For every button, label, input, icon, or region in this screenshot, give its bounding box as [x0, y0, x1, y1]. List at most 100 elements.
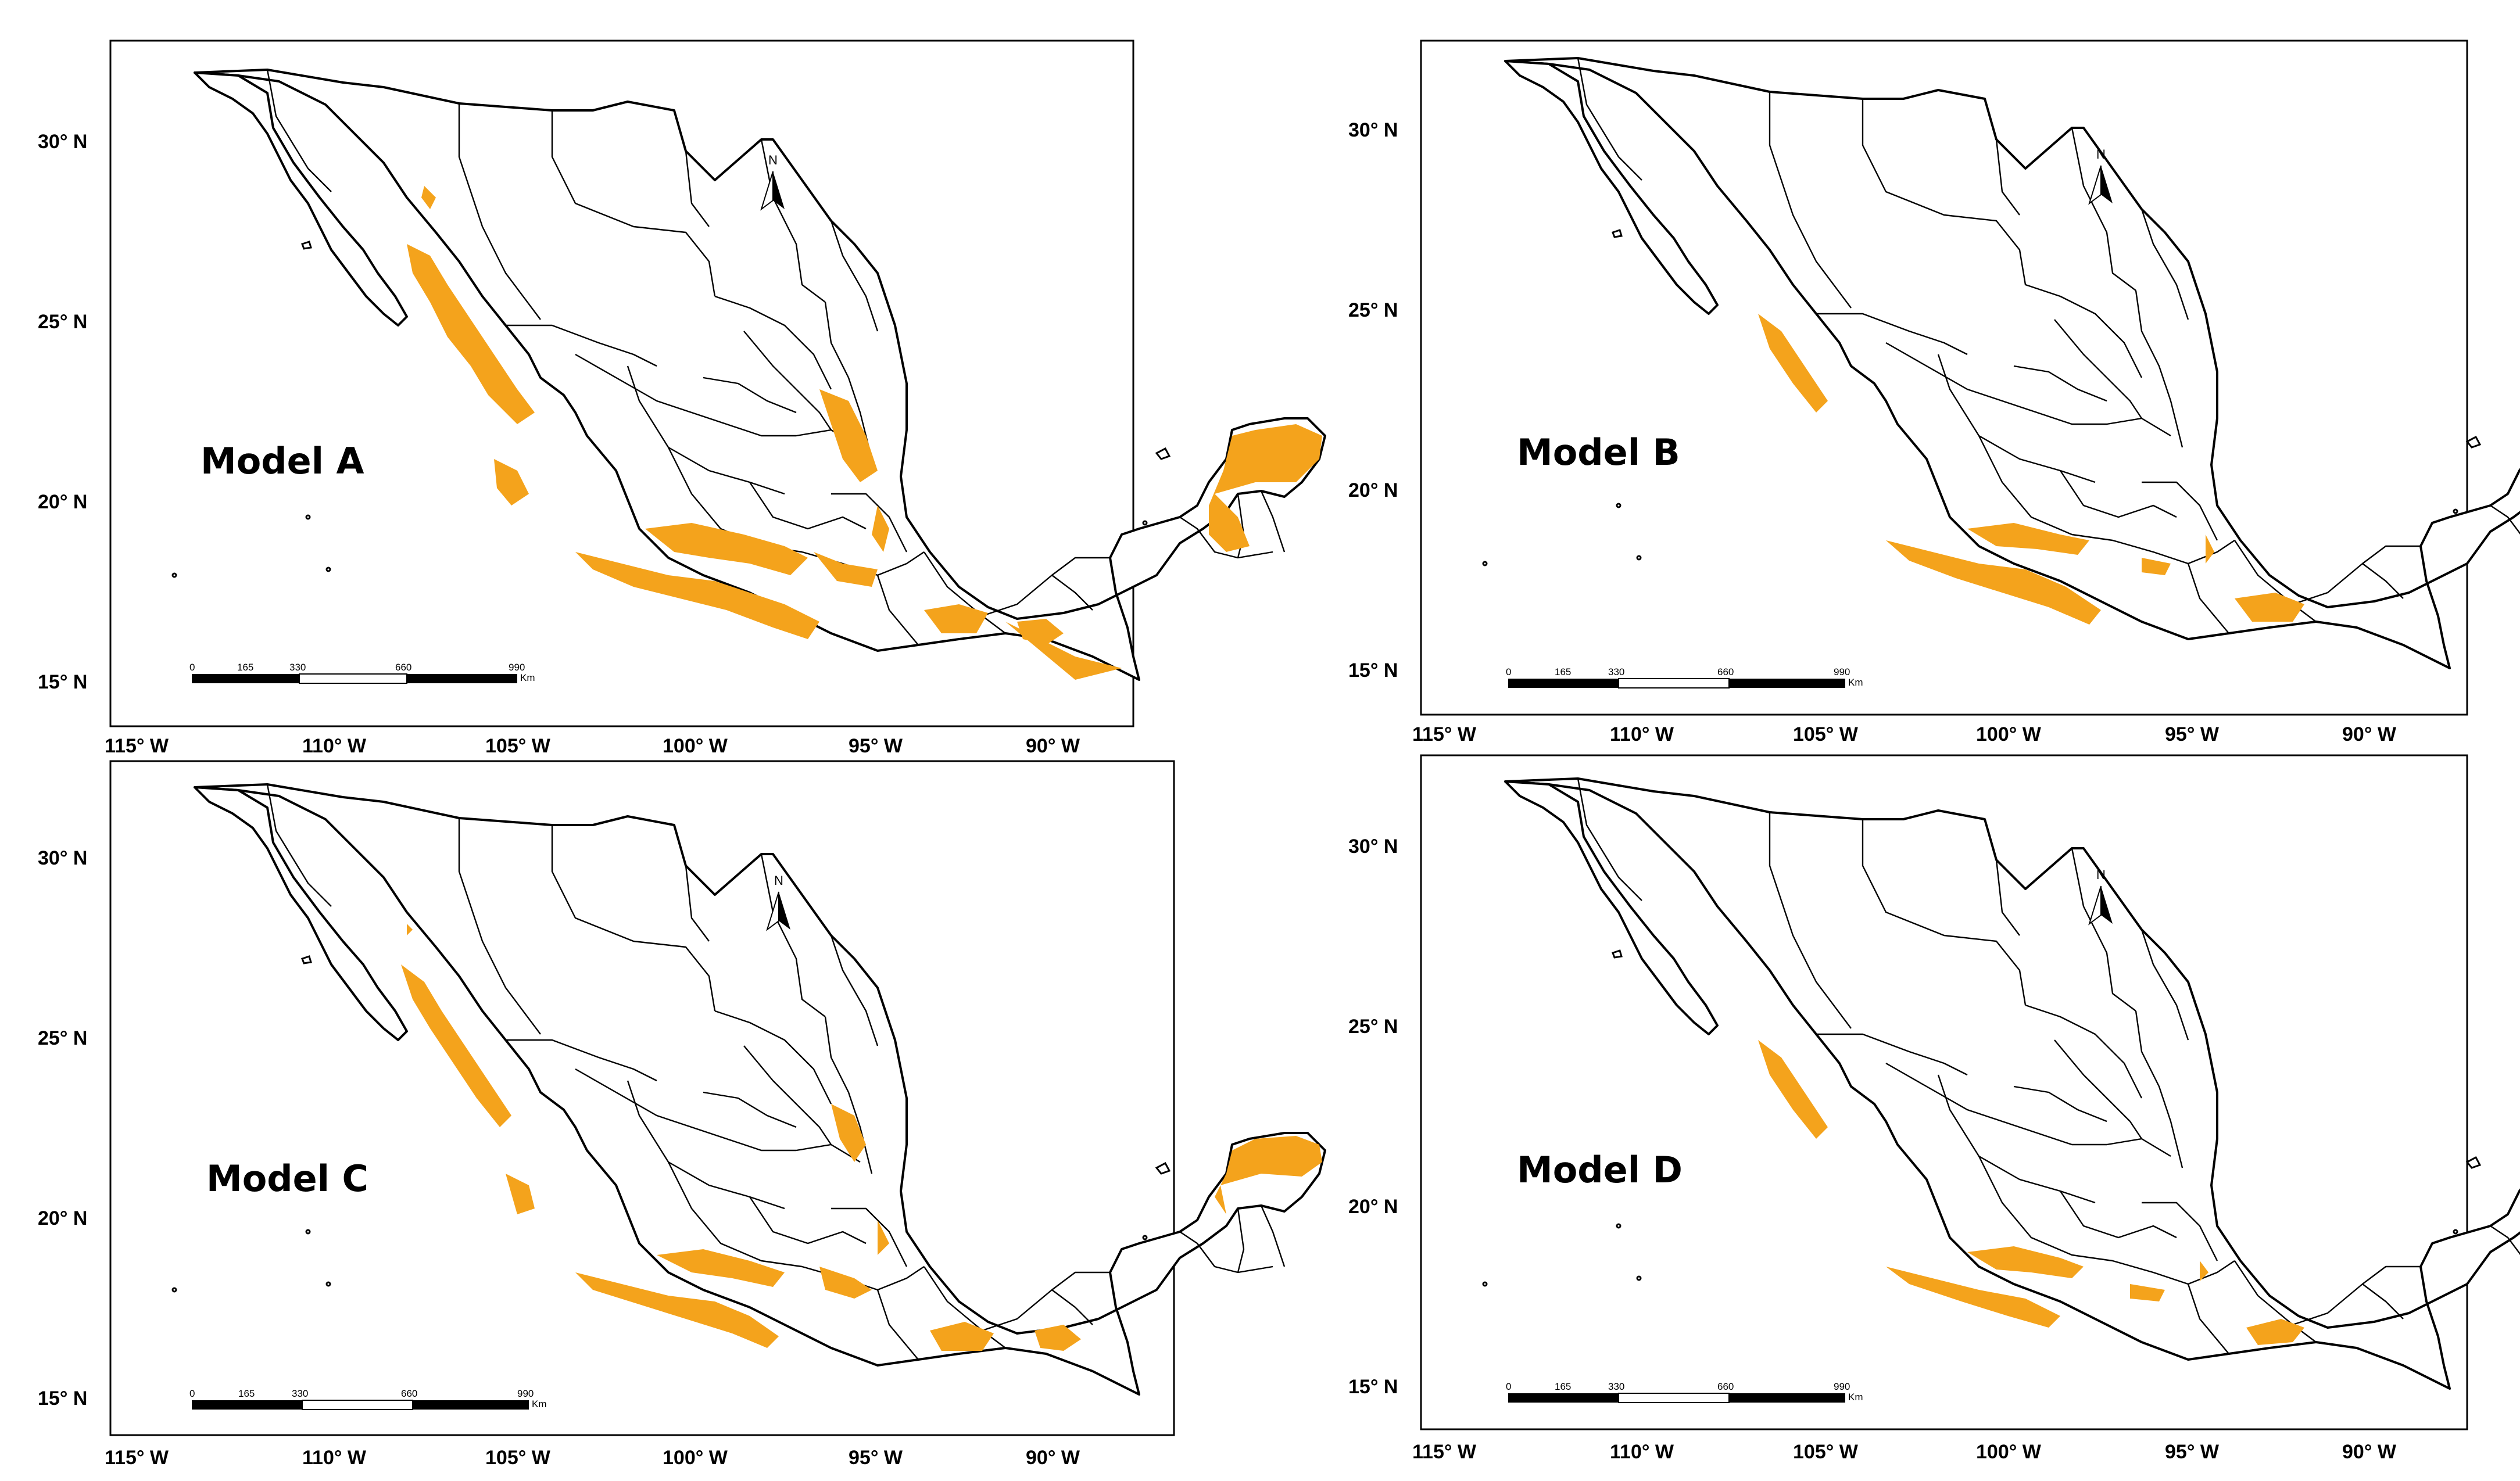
y-axis-ticks-d: 30° N 25° N 20° N 15° N: [1348, 835, 1398, 1398]
map-frame: [109, 760, 1175, 1436]
y-tick-label: 15° N: [38, 1387, 87, 1410]
map-frame: [1420, 754, 2468, 1430]
x-tick-label: 115° W: [1412, 723, 1477, 745]
scale-label: 330: [292, 1388, 308, 1399]
suitable-habitat: [1758, 1040, 2304, 1345]
x-tick-label: 115° W: [105, 1447, 169, 1469]
x-tick-label: 95° W: [2165, 1441, 2220, 1463]
panel-label: Model D: [1517, 1149, 1683, 1191]
scale-label: 165: [1555, 1381, 1571, 1392]
y-tick-label: 30° N: [38, 131, 87, 153]
scale-label: 165: [1555, 666, 1571, 677]
x-tick-label: 100° W: [663, 735, 728, 757]
y-axis-ticks-b: 30° N 25° N 20° N 15° N: [1348, 119, 1398, 682]
y-tick-label: 20° N: [38, 1207, 87, 1229]
suitable-habitat: [407, 186, 1322, 680]
scale-bar: 0 165 330 660 990 Km: [189, 1388, 547, 1410]
panel-label: Model B: [1517, 431, 1680, 474]
y-axis-ticks-c: 30° N 25° N 20° N 15° N: [38, 847, 87, 1410]
x-tick-label: 90° W: [2342, 723, 2397, 745]
scale-label: 990: [1834, 1381, 1850, 1392]
north-label: N: [2096, 147, 2106, 162]
x-tick-label: 105° W: [485, 735, 551, 757]
x-tick-label: 95° W: [2165, 723, 2220, 745]
x-axis-ticks-d: 115° W 110° W 105° W 100° W 95° W 90° W: [1412, 1441, 2397, 1463]
y-tick-label: 25° N: [1348, 1016, 1398, 1038]
scale-bar: 0 165 330 660 990 Km: [1506, 666, 1863, 688]
scale-label: 330: [1608, 666, 1624, 677]
north-arrow: N: [760, 153, 785, 211]
y-tick-label: 30° N: [1348, 119, 1398, 141]
x-tick-label: 90° W: [1026, 1447, 1080, 1469]
scale-label: 660: [401, 1388, 417, 1399]
scale-label: 165: [238, 1388, 255, 1399]
x-tick-label: 90° W: [2342, 1441, 2397, 1463]
y-tick-label: 20° N: [38, 491, 87, 513]
panel-label: Model A: [201, 440, 364, 482]
panel-label: Model C: [206, 1157, 368, 1200]
scale-label: 330: [289, 662, 306, 673]
x-tick-label: 95° W: [849, 735, 903, 757]
y-tick-label: 25° N: [1348, 299, 1398, 321]
x-tick-label: 110° W: [1610, 1441, 1674, 1463]
y-tick-label: 30° N: [1348, 835, 1398, 858]
x-tick-label: 105° W: [1793, 723, 1859, 745]
north-label: N: [768, 153, 778, 167]
y-tick-label: 20° N: [1348, 1196, 1398, 1218]
x-tick-label: 100° W: [663, 1447, 728, 1469]
y-tick-label: 15° N: [1348, 1376, 1398, 1398]
y-tick-label: 25° N: [38, 311, 87, 333]
suitable-habitat: [401, 924, 1322, 1351]
x-tick-label: 95° W: [849, 1447, 903, 1469]
map-frame: [1420, 40, 2468, 716]
x-tick-label: 110° W: [302, 1447, 367, 1469]
map-panel-c: Model C N 0 165 330 660 990 Km: [109, 760, 1326, 1436]
mexico-map: [171, 783, 1326, 1396]
x-tick-label: 90° W: [1026, 735, 1080, 757]
y-tick-label: 15° N: [38, 671, 87, 693]
y-tick-label: 30° N: [38, 847, 87, 869]
scale-label: 0: [1506, 666, 1511, 677]
y-tick-label: 25° N: [38, 1027, 87, 1049]
scale-label: 0: [189, 1388, 195, 1399]
suitable-habitat: [1758, 314, 2304, 625]
x-axis-ticks-b: 115° W 110° W 105° W 100° W 95° W 90° W: [1412, 723, 2397, 745]
x-tick-label: 110° W: [302, 735, 367, 757]
north-arrow: N: [766, 873, 790, 931]
x-axis-ticks-a: 115° W 110° W 105° W 100° W 95° W 90° W: [105, 735, 1080, 757]
north-label: N: [2096, 867, 2106, 882]
north-arrow: N: [2088, 867, 2113, 926]
scale-label: 0: [1506, 1381, 1511, 1392]
x-tick-label: 115° W: [105, 735, 169, 757]
map-panel-a: Model A N 0 165 330 660 990 Km: [109, 40, 1326, 727]
map-panel-b: Model B N 0 165 330 660 990 Km: [1420, 40, 2520, 716]
scale-unit: Km: [1848, 677, 1863, 688]
scale-unit: Km: [532, 1398, 547, 1410]
scale-label: 330: [1608, 1381, 1624, 1392]
y-tick-label: 15° N: [1348, 659, 1398, 682]
scale-label: 990: [509, 662, 525, 673]
x-tick-label: 100° W: [1976, 1441, 2042, 1463]
x-tick-label: 115° W: [1412, 1441, 1477, 1463]
scale-label: 165: [237, 662, 253, 673]
x-tick-label: 105° W: [485, 1447, 551, 1469]
mexico-map: [171, 69, 1326, 681]
y-tick-label: 20° N: [1348, 479, 1398, 501]
scale-bar: 0 165 330 660 990 Km: [1506, 1381, 1863, 1403]
north-arrow: N: [2088, 147, 2113, 205]
scale-label: 0: [189, 662, 195, 673]
map-panel-d: Model D N 0 165 330 660 990 Km: [1420, 754, 2520, 1430]
x-tick-label: 105° W: [1793, 1441, 1859, 1463]
y-axis-ticks-a: 30° N 25° N 20° N 15° N: [38, 131, 87, 693]
scale-label: 660: [1717, 1381, 1734, 1392]
scale-unit: Km: [520, 672, 535, 683]
x-axis-ticks-c: 115° W 110° W 105° W 100° W 95° W 90° W: [105, 1447, 1080, 1469]
x-tick-label: 110° W: [1610, 723, 1674, 745]
scale-label: 660: [395, 662, 411, 673]
scale-unit: Km: [1848, 1392, 1863, 1403]
scale-label: 660: [1717, 666, 1734, 677]
scale-bar: 0 165 330 660 990 Km: [189, 662, 535, 684]
scale-label: 990: [517, 1388, 534, 1399]
scale-label: 990: [1834, 666, 1850, 677]
